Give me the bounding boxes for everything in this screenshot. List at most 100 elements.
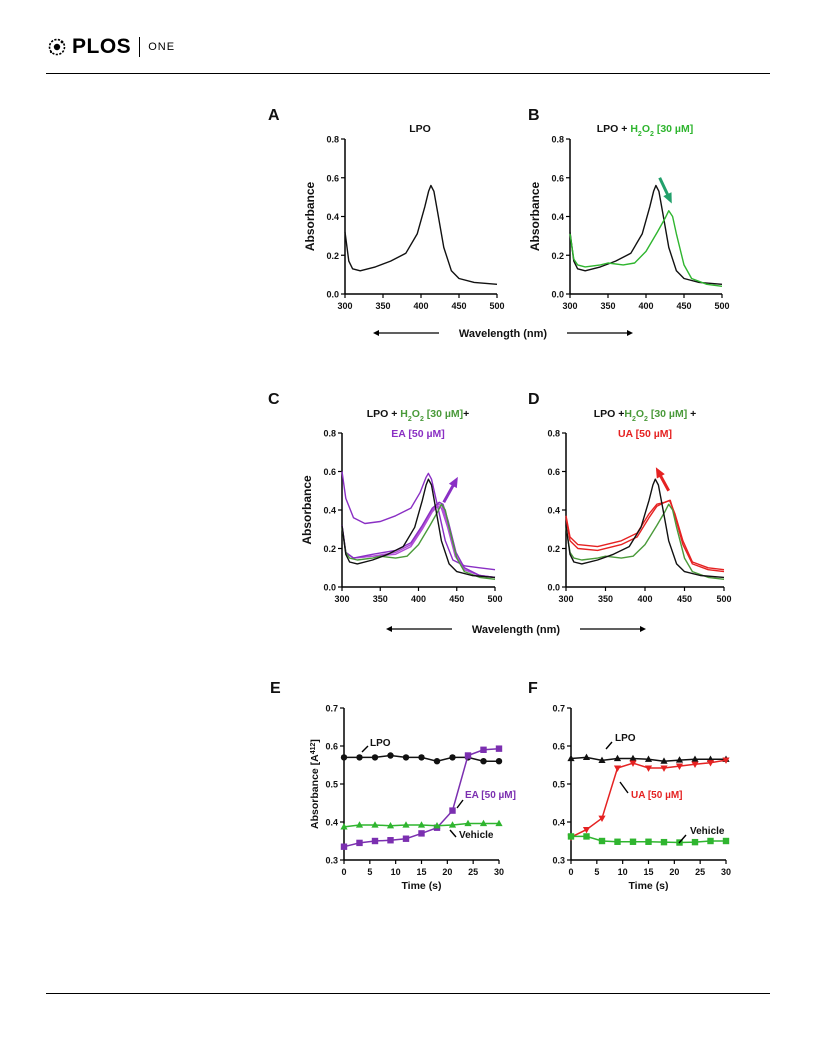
y-tick-label: 0.5	[325, 780, 338, 790]
series-label: EA [50 µM]	[465, 790, 516, 801]
panel-d: D 0.0 0.2 0.4 0.6 0.8 300 350 400 450 500 LPO +H2O2…	[528, 391, 732, 604]
data-point	[567, 833, 575, 840]
data-point	[660, 765, 668, 772]
x-tick-label: 15	[416, 867, 426, 877]
y-tick-label: 0.6	[552, 742, 565, 752]
data-point	[598, 837, 606, 845]
data-point	[598, 756, 606, 764]
data-point	[340, 754, 348, 761]
data-point	[480, 758, 487, 765]
y-tick-label: 0.2	[326, 251, 339, 261]
series-label: UA [50 µM]	[631, 790, 683, 801]
x-tick-label: 25	[695, 867, 705, 877]
x-axis-label: Time (s)	[401, 880, 441, 892]
data-point	[449, 754, 456, 761]
y-tick-label: 0.2	[551, 251, 564, 261]
data-point	[418, 830, 425, 837]
y-tick-label: 0.4	[323, 506, 336, 516]
panel-c: C 0.0 0.2 0.4 0.6 0.8 300 350 400 450 500 Absorbanc…	[268, 391, 503, 604]
data-point	[629, 760, 637, 767]
wavelength-label: Wavelength (nm)	[459, 328, 548, 340]
panel-subtitle: EA [50 µM]	[391, 428, 445, 440]
data-point	[644, 765, 653, 772]
x-tick-label: 15	[643, 867, 653, 877]
y-tick-label: 0.4	[547, 506, 560, 516]
data-point	[464, 752, 472, 759]
data-point	[402, 835, 410, 842]
arrow-right-head	[627, 330, 633, 336]
data-point	[706, 760, 715, 767]
data-point	[356, 754, 363, 761]
data-point	[479, 819, 488, 827]
data-point	[402, 821, 410, 828]
wavelength-label: Wavelength (nm)	[472, 624, 561, 636]
data-point	[722, 757, 730, 764]
y-axis-label: Absorbance	[300, 475, 314, 545]
data-point	[644, 755, 653, 762]
label-leader	[605, 741, 613, 750]
data-point	[629, 754, 637, 762]
series-line	[341, 501, 496, 579]
y-tick-label: 0.0	[547, 583, 560, 593]
y-tick-label: 0.6	[326, 173, 339, 183]
x-tick-label: 450	[676, 301, 691, 311]
series-line	[341, 503, 496, 580]
x-tick-label: 400	[411, 594, 426, 604]
x-tick-label: 400	[638, 301, 653, 311]
journal-header: PLOS ONE	[46, 32, 175, 62]
data-point	[675, 756, 684, 763]
arrow-right-head	[640, 626, 646, 632]
label-leader	[678, 834, 687, 844]
series-line	[569, 184, 723, 285]
x-tick-label: 500	[716, 594, 731, 604]
shift-arrow-head	[655, 467, 665, 479]
data-point	[582, 753, 591, 760]
x-tick-label: 5	[594, 867, 599, 877]
data-point	[371, 821, 379, 828]
arrow-left-head	[373, 330, 379, 336]
y-tick-label: 0.4	[325, 818, 338, 828]
y-tick-label: 0.0	[326, 290, 339, 300]
x-tick-label: 300	[337, 301, 352, 311]
y-tick-label: 0.3	[552, 856, 565, 866]
footer-rule	[46, 993, 770, 994]
data-point	[433, 758, 441, 765]
series-line	[341, 478, 496, 579]
header-rule	[46, 73, 770, 74]
series-line	[344, 184, 498, 285]
data-point	[582, 827, 591, 834]
data-point	[613, 754, 622, 762]
series-line	[565, 499, 725, 571]
data-point	[645, 838, 652, 845]
label-leader	[361, 745, 369, 753]
data-point	[567, 754, 575, 762]
data-point	[387, 837, 394, 844]
data-point	[495, 758, 503, 765]
data-point	[433, 822, 441, 829]
x-tick-label: 25	[468, 867, 478, 877]
x-tick-label: 20	[669, 867, 679, 877]
plos-logo-icon	[48, 38, 66, 56]
data-point	[613, 765, 622, 772]
data-point	[340, 843, 348, 850]
data-point	[629, 838, 637, 845]
panel-label: E	[270, 680, 281, 697]
series-label: Vehicle	[459, 830, 494, 841]
y-tick-label: 0.3	[325, 856, 338, 866]
data-point	[464, 819, 472, 827]
x-tick-label: 500	[489, 301, 504, 311]
logo-text: PLOS	[72, 35, 132, 58]
x-tick-label: 350	[373, 594, 388, 604]
shift-arrow-head	[448, 476, 458, 489]
panel-title: LPO + H2O2 [30 µM]+	[367, 408, 470, 423]
data-point	[448, 821, 457, 828]
y-tick-label: 0.2	[547, 544, 560, 554]
y-tick-label: 0.6	[551, 173, 564, 183]
shift-arrow-head	[663, 192, 672, 204]
x-tick-label: 30	[494, 867, 504, 877]
panel-label: C	[268, 391, 280, 408]
panel-f: F 0.3 0.4 0.5 0.6 0.7 0 5 10 15 20 25 30 Time (s) LPO U…	[528, 680, 731, 892]
y-tick-label: 0.0	[323, 583, 336, 593]
series-label: LPO	[370, 738, 391, 749]
